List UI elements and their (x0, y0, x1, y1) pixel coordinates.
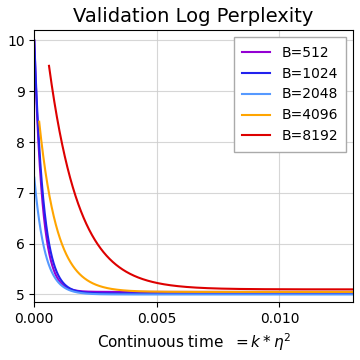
Line: B=4096: B=4096 (39, 122, 353, 292)
B=2048 (351, 292, 355, 297)
B=512 (310, 290, 315, 294)
B=1024 (68, 287, 73, 291)
Line: B=1024: B=1024 (34, 40, 353, 293)
B=512 (154, 290, 159, 294)
Line: B=8192: B=8192 (49, 66, 353, 289)
B=1024 (345, 291, 349, 296)
Title: Validation Log Perplexity: Validation Log Perplexity (73, 7, 314, 26)
B=2048 (310, 292, 315, 297)
B=4096 (157, 289, 162, 294)
Line: B=2048: B=2048 (34, 177, 353, 294)
B=512 (68, 287, 73, 292)
B=512 (87, 289, 92, 294)
B=1024 (87, 291, 92, 295)
B=1024 (32, 38, 36, 42)
Line: B=512: B=512 (34, 40, 353, 292)
B=4096 (73, 267, 77, 271)
B=2048 (68, 288, 73, 293)
B=1024 (351, 291, 355, 296)
B=8192 (100, 248, 104, 252)
B=512 (168, 290, 172, 294)
B=8192 (345, 287, 349, 292)
B=4096 (345, 290, 349, 294)
B=8192 (312, 287, 316, 292)
B=4096 (171, 290, 175, 294)
B=512 (32, 38, 36, 42)
B=4096 (37, 120, 41, 124)
B=1024 (310, 291, 315, 296)
B=8192 (81, 216, 86, 220)
B=8192 (177, 284, 181, 288)
Legend: B=512, B=1024, B=2048, B=4096, B=8192: B=512, B=1024, B=2048, B=4096, B=8192 (234, 37, 346, 152)
B=1024 (168, 291, 172, 296)
B=512 (327, 290, 331, 294)
B=2048 (154, 292, 159, 297)
B=4096 (311, 290, 315, 294)
B=8192 (47, 64, 51, 68)
X-axis label: Continuous time  $= k*\eta^2$: Continuous time $= k*\eta^2$ (96, 331, 291, 353)
B=512 (345, 290, 349, 294)
B=1024 (349, 291, 353, 296)
B=4096 (91, 282, 96, 286)
B=2048 (32, 175, 36, 180)
B=8192 (351, 287, 355, 292)
B=1024 (154, 291, 159, 296)
B=4096 (351, 290, 355, 294)
B=512 (351, 290, 355, 294)
B=2048 (87, 292, 92, 296)
B=8192 (163, 282, 168, 287)
B=2048 (345, 292, 349, 297)
B=2048 (168, 292, 172, 297)
